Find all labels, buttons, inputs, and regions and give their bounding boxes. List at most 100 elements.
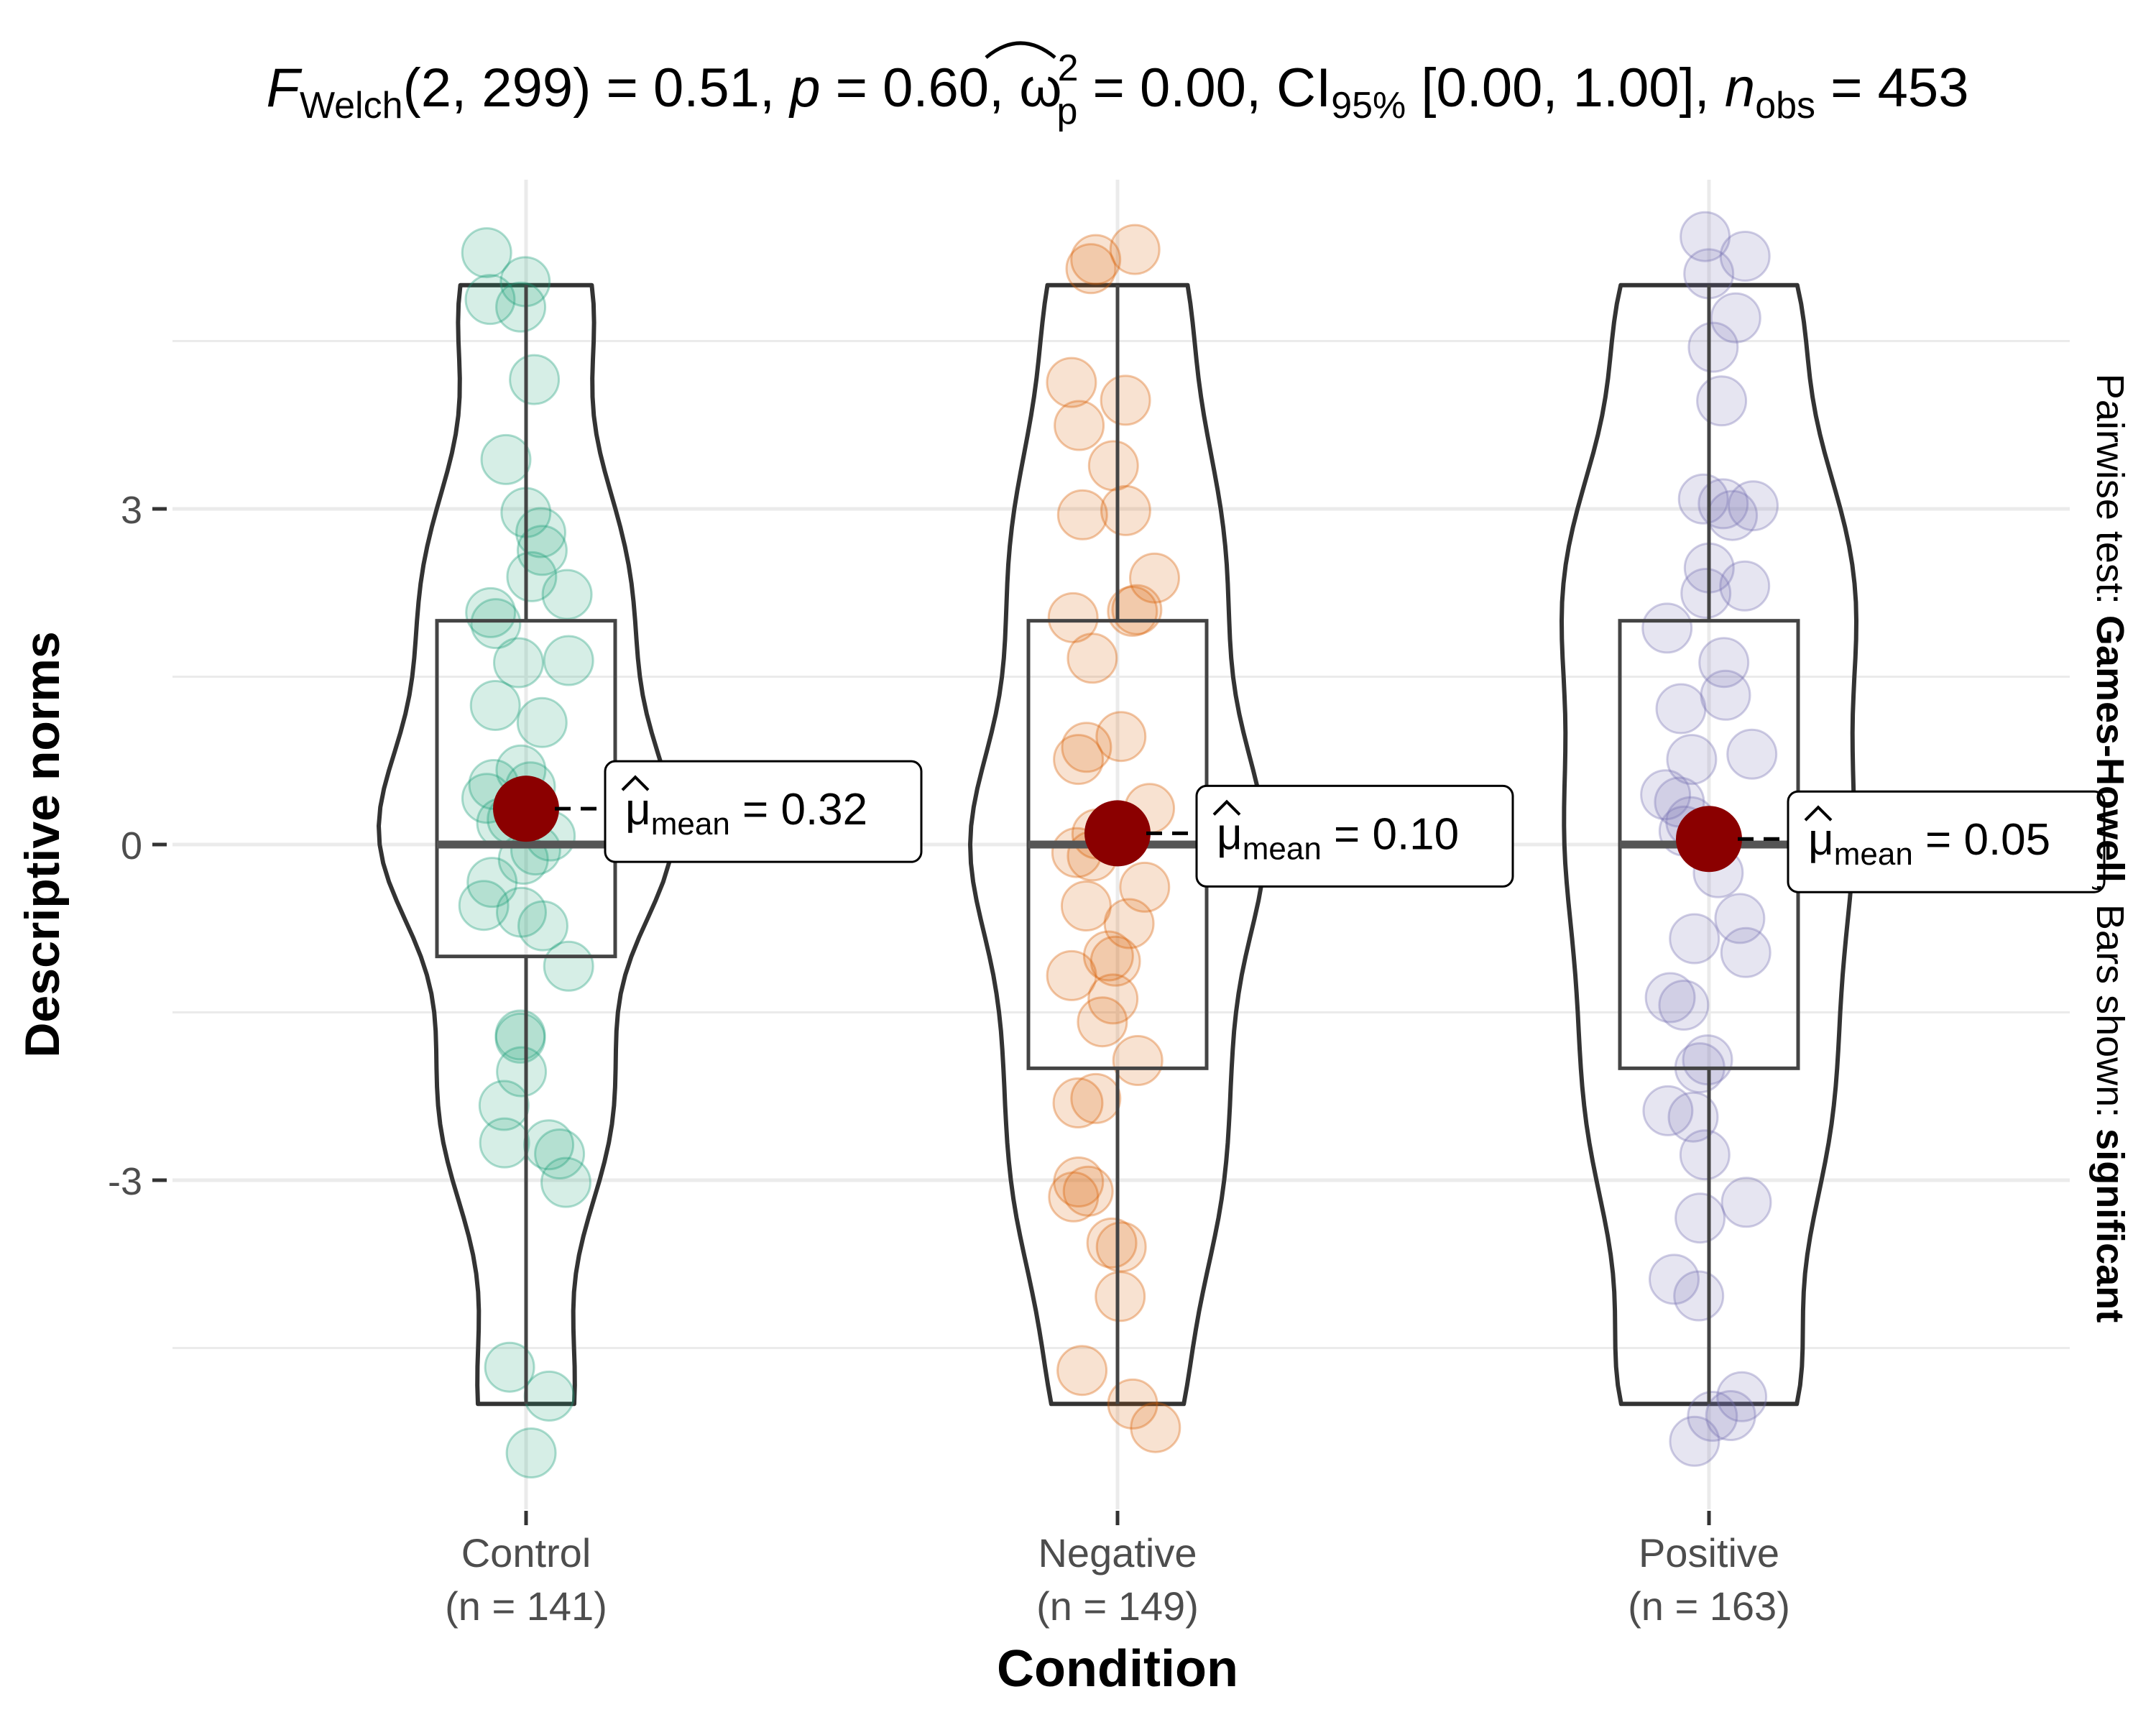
data-point [493,637,544,689]
data-point [1095,1221,1147,1273]
data-point [1641,602,1693,654]
data-point [1112,1035,1164,1086]
data-point [496,1046,548,1098]
x-tick-label: Positive [1639,1530,1779,1576]
data-point [1046,356,1097,408]
data-point [1067,632,1118,684]
data-point [1056,1345,1108,1397]
data-point [1107,1378,1158,1430]
y-tick-label: -3 [108,1160,142,1203]
mean-point [493,776,559,842]
data-point [1677,473,1729,525]
group-negative: μmean = 0.10 [968,224,1514,1453]
data-point [1129,552,1180,604]
data-point [1086,1217,1138,1269]
data-point [543,635,594,686]
data-point [465,586,517,638]
data-point [1697,478,1749,530]
data-point [1642,1085,1694,1136]
data-point [1070,1072,1122,1124]
data-point [517,900,568,952]
data-point [1655,683,1707,735]
data-point [516,525,568,576]
violin [1560,282,1858,1407]
data-point [1053,1156,1105,1208]
data-point [1710,292,1761,344]
data-point [464,274,516,326]
data-point [1054,400,1105,451]
data-point [1720,926,1772,978]
mean-label: μmean = 0.32 [625,785,867,842]
data-point [1658,980,1710,1031]
data-point [466,857,518,908]
data-point [1077,996,1128,1048]
data-point [1130,1402,1181,1453]
data-point [1100,374,1151,426]
y-axis-title: Descriptive norms [15,631,70,1057]
data-point [495,281,547,333]
mean-label-box [1195,784,1514,888]
x-tick-n-label: (n = 163) [1628,1583,1790,1629]
data-point [509,354,561,405]
data-point [1719,560,1771,612]
data-point [1719,231,1771,282]
data-point [1070,234,1122,285]
data-point [1048,1171,1100,1223]
mean-hat-mark [1804,805,1833,822]
data-point [1103,898,1155,949]
data-point [494,1012,546,1064]
mean-label-box [604,760,923,863]
chart-title: FWelch(2, 299) = 0.51, p = 0.60, ω2 p = 0… [267,47,1969,132]
x-tick-n-label: (n = 149) [1036,1583,1199,1629]
data-point [1060,880,1112,932]
data-point [1062,1165,1114,1217]
data-point [1061,722,1112,773]
data-point [541,569,593,620]
data-point [1700,669,1751,721]
data-point [1669,1415,1720,1467]
data-point [1673,1270,1725,1322]
data-point [1669,913,1720,965]
y-tick-label: 3 [121,489,142,532]
data-point [1705,1390,1756,1441]
data-point [479,1117,530,1169]
data-point [1666,734,1718,786]
data-point [1089,935,1141,987]
data-point [1640,769,1692,821]
group-positive: μmean = 0.05 [1560,211,2106,1467]
data-point [1687,321,1739,373]
group-control: μmean = 0.32 [377,227,923,1478]
data-point [1107,586,1158,637]
data-point [1728,480,1779,532]
data-point [1696,375,1748,427]
data-point [1720,1177,1772,1228]
data-point [484,1341,535,1393]
data-point [1082,930,1134,982]
data-point [1680,211,1731,262]
data-point [1707,489,1759,541]
data-point [1100,484,1151,536]
data-point [516,696,568,748]
mean-point [1676,806,1742,873]
data-point [506,551,558,602]
data-point [1644,972,1696,1024]
mean-label: μmean = 0.05 [1808,815,2050,872]
plot-groups: μmean = 0.32 μmean = 0.10 μmean = 0.05 [377,211,2106,1478]
data-point [505,1427,557,1478]
data-point [1056,489,1108,540]
x-tick-label: Negative [1038,1530,1197,1576]
data-point [1053,734,1105,786]
data-point [1679,1129,1731,1181]
violin [377,282,676,1407]
data-point [1726,728,1778,780]
data-point [496,886,547,938]
data-point [1667,1091,1719,1143]
data-point [461,227,512,279]
x-tick-n-label: (n = 141) [445,1583,607,1629]
data-point [1674,1192,1726,1244]
data-point [1698,637,1750,689]
y-axis: -3 0 3 [108,489,167,1203]
data-point [534,1128,586,1179]
data-point [494,1009,546,1061]
